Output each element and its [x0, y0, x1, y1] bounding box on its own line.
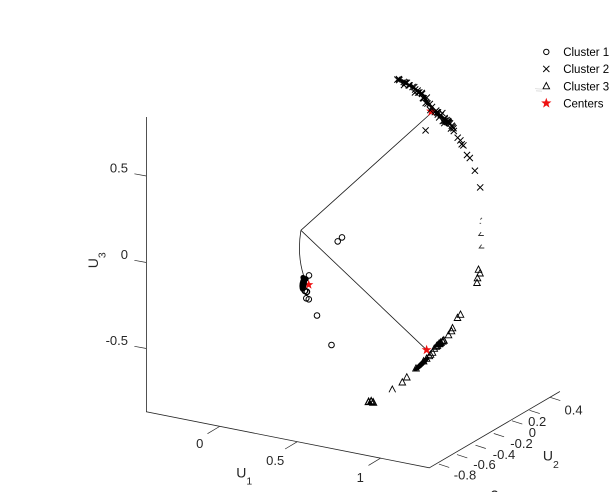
svg-text:-0.4: -0.4	[493, 447, 515, 462]
svg-text:Cluster 1: Cluster 1	[563, 47, 609, 59]
svg-text:0: 0	[196, 436, 203, 451]
svg-text:0.4: 0.4	[565, 403, 583, 418]
svg-text:2: 2	[490, 488, 498, 493]
svg-text:1: 1	[357, 470, 364, 485]
svg-text:-0.8: -0.8	[454, 467, 476, 482]
svg-text:0.5: 0.5	[110, 161, 128, 176]
svg-text:0: 0	[121, 247, 128, 262]
svg-text:Cluster 3: Cluster 3	[563, 82, 609, 94]
svg-text:Centers: Centers	[563, 98, 604, 110]
svg-text:-0.2: -0.2	[510, 436, 532, 451]
svg-text:-0.5: -0.5	[106, 333, 128, 348]
svg-text:0.2: 0.2	[528, 414, 546, 429]
svg-text:Cluster 2: Cluster 2	[563, 64, 609, 76]
svg-text:0: 0	[529, 425, 536, 440]
svg-text:0.5: 0.5	[266, 453, 284, 468]
svg-text:-0.6: -0.6	[473, 457, 495, 472]
